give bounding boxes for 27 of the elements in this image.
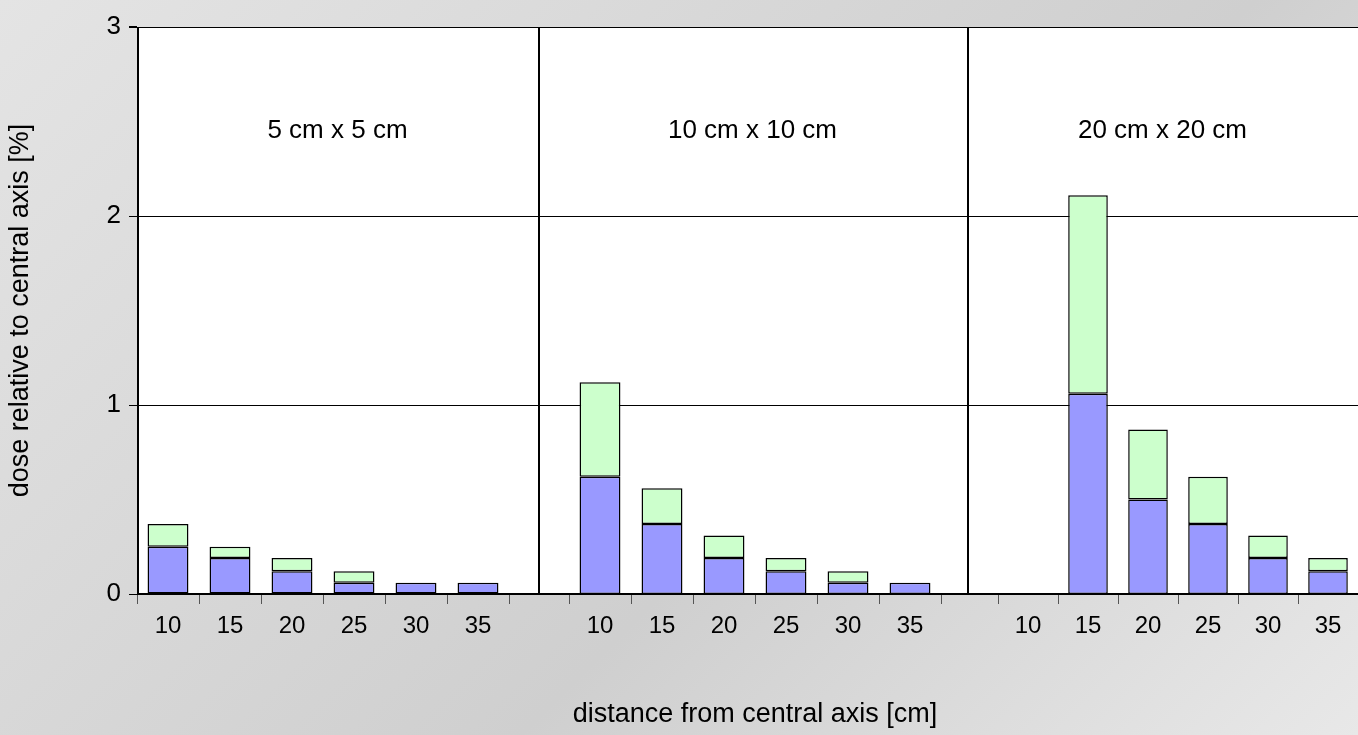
x-tick-label: 20 <box>1134 611 1162 639</box>
x-tick-label: 20 <box>710 611 738 639</box>
annotation: 5 cm x 5 cm <box>267 114 408 145</box>
x-tick-label: 25 <box>772 611 800 639</box>
y-tick-label: 1 <box>106 388 121 419</box>
y-axis-title: dose relative to central axis [%] <box>3 123 34 498</box>
x-axis-title: distance from central axis [cm] <box>572 698 938 729</box>
y-tick-label: 2 <box>106 199 121 230</box>
y-tick-label: 0 <box>106 577 121 608</box>
x-tick-label: 35 <box>896 611 924 639</box>
x-tick-label: 15 <box>1074 611 1102 639</box>
annotation: 20 cm x 20 cm <box>1077 114 1248 145</box>
x-tick-label: 10 <box>1014 611 1042 639</box>
annotation: 10 cm x 10 cm <box>667 114 838 145</box>
y-tick-label: 3 <box>106 10 121 41</box>
x-tick-label: 10 <box>586 611 614 639</box>
x-tick-label: 15 <box>216 611 244 639</box>
x-tick-label: 25 <box>1194 611 1222 639</box>
x-tick-label: 30 <box>1254 611 1282 639</box>
x-tick-label: 35 <box>1314 611 1342 639</box>
x-tick-label: 30 <box>834 611 862 639</box>
x-tick-label: 35 <box>464 611 492 639</box>
x-tick-label: 20 <box>278 611 306 639</box>
x-tick-label: 25 <box>340 611 368 639</box>
x-tick-label: 10 <box>154 611 182 639</box>
x-tick-label: 30 <box>402 611 430 639</box>
x-tick-label: 15 <box>648 611 676 639</box>
